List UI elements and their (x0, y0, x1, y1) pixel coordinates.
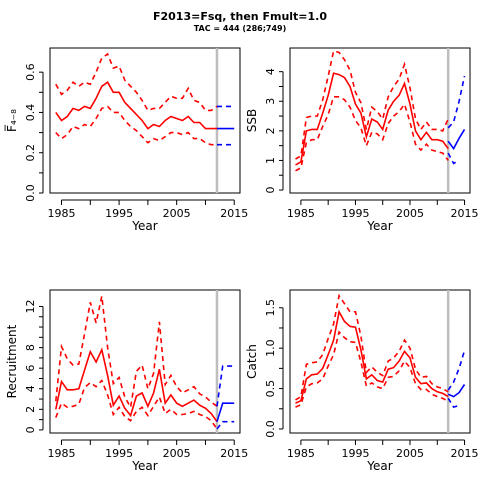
y-tick-label: 0.0 (264, 420, 277, 438)
x-tick-label: 2015 (451, 207, 479, 220)
y-tick-label: 1 (264, 157, 277, 164)
page-subtitle: TAC = 444 (286;749) (193, 24, 287, 33)
historical-estimate-line (55, 347, 218, 423)
historical-estimate-line (295, 72, 449, 166)
x-tick-label: 2015 (220, 447, 248, 460)
forecast-estimate-line (447, 384, 466, 398)
x-tick-label: 2005 (396, 447, 424, 460)
historical-lower-line (55, 379, 218, 430)
panel-catch: 1985 1995 2005 2015 Year 0.0 0.5 1.0 1.5 Catch (245, 289, 479, 473)
forecast-upper-line (216, 365, 235, 407)
y-tick-label: 0.4 (24, 104, 37, 122)
x-tick-label: 2015 (220, 207, 248, 220)
x-axis-label: Year (366, 459, 392, 473)
x-tick-label: 1985 (48, 447, 76, 460)
y-tick-label: 0 (264, 187, 277, 194)
panel-ssb: 1985 1995 2005 2015 Year 0 1 2 3 4 SSB (245, 47, 479, 233)
forecast-upper-line (447, 350, 466, 391)
y-tick-label: 0.2 (24, 144, 37, 162)
x-tick-label: 2005 (163, 207, 191, 220)
forecast-lower-line (447, 397, 460, 409)
x-tick-label: 1995 (105, 447, 133, 460)
x-tick-label: 2005 (163, 447, 191, 460)
x-axis-label: Year (131, 459, 157, 473)
y-tick-label: 4 (264, 68, 277, 75)
y-tick-label: 1.5 (264, 299, 277, 317)
y-axis-label: F̅₄₋₈ (4, 109, 19, 132)
forecast-estimate-line (447, 128, 466, 151)
y-axis-label: Catch (245, 344, 259, 379)
x-axis-label: Year (366, 219, 392, 233)
plot-frame (289, 289, 471, 434)
y-tick-label: 12 (24, 299, 37, 313)
historical-upper-line (55, 296, 218, 410)
historical-estimate-line (295, 309, 449, 404)
x-axis-label: Year (131, 219, 157, 233)
plot-frame (49, 47, 241, 194)
y-tick-label: 8 (24, 344, 37, 351)
y-tick-label: 2 (264, 127, 277, 134)
x-tick-label: 1985 (287, 447, 315, 460)
x-tick-label: 1995 (341, 447, 369, 460)
historical-lower-line (295, 330, 449, 408)
x-tick-label: 2005 (396, 207, 424, 220)
x-tick-label: 1985 (287, 207, 315, 220)
y-axis-label: SSB (245, 109, 259, 132)
x-tick-label: 1995 (105, 207, 133, 220)
forecast-estimate-line (216, 402, 235, 422)
y-tick-label: 2 (24, 406, 37, 413)
y-tick-label: 0.5 (264, 380, 277, 398)
y-tick-label: 3 (264, 98, 277, 105)
y-tick-label: 6 (24, 365, 37, 372)
y-tick-label: 1.0 (264, 339, 277, 357)
forecast-lower-line (447, 152, 460, 165)
historical-upper-line (295, 293, 449, 401)
panel-f: 1985 1995 2005 2015 Year 0.0 0.2 0.4 0.6 F̅₄₋₈ (4, 47, 248, 233)
historical-lower-line (55, 105, 217, 146)
plot-frame (289, 47, 471, 194)
forecast-upper-line (447, 75, 466, 129)
y-tick-label: 0 (24, 426, 37, 433)
forecast-lower-line (216, 420, 235, 430)
historical-upper-line (295, 50, 449, 160)
plot-frame (49, 289, 241, 434)
y-tick-label: 0.6 (24, 63, 37, 81)
x-tick-label: 1995 (341, 207, 369, 220)
y-tick-label: 0.0 (24, 184, 37, 202)
panel-recruitment: 1985 1995 2005 2015 Year 0 2 4 6 8 12 Recruitment (5, 289, 248, 473)
x-tick-label: 2015 (451, 447, 479, 460)
page-title: F2013=Fsq, then Fmult=1.0 (152, 10, 328, 23)
x-tick-label: 1985 (48, 207, 76, 220)
y-axis-label: Recruitment (5, 324, 19, 398)
y-tick-label: 4 (24, 385, 37, 392)
historical-upper-line (55, 52, 218, 112)
historical-estimate-line (55, 81, 217, 130)
